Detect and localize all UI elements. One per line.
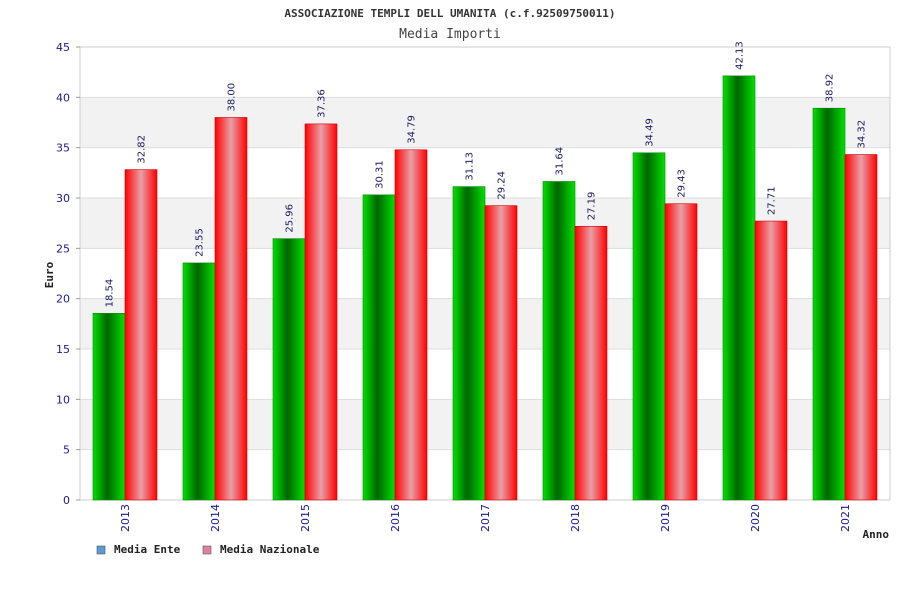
value-label: 25.96 bbox=[285, 204, 296, 233]
bar-media-nazionale-2016 bbox=[394, 149, 428, 501]
x-axis-ticks: 2013 2014 2015 2016 2017 2018 2019 2020 2021 bbox=[119, 504, 852, 532]
y-tick-label: 10 bbox=[56, 393, 70, 406]
value-label: 31.13 bbox=[465, 152, 476, 181]
bar-media-nazionale-2017 bbox=[484, 205, 518, 501]
bar-media-nazionale-2018 bbox=[574, 225, 608, 501]
bars bbox=[92, 75, 878, 501]
y-tick-label: 5 bbox=[63, 444, 70, 457]
value-label: 34.79 bbox=[407, 115, 418, 144]
bar-media-ente-2015 bbox=[272, 238, 306, 501]
y-tick-label: 35 bbox=[56, 142, 70, 155]
value-label: 29.43 bbox=[677, 169, 688, 198]
x-tick-label: 2015 bbox=[299, 504, 312, 532]
bar-media-ente-2014 bbox=[182, 262, 216, 501]
y-tick-label: 20 bbox=[56, 293, 70, 306]
value-label: 34.49 bbox=[645, 118, 656, 147]
bar-media-nazionale-2020 bbox=[754, 220, 788, 501]
legend-label: Media Nazionale bbox=[220, 543, 320, 556]
bar-media-ente-2019 bbox=[632, 152, 666, 501]
value-label: 38.92 bbox=[825, 74, 836, 103]
x-tick-label: 2017 bbox=[479, 504, 492, 532]
legend-label: Media Ente bbox=[114, 543, 181, 556]
legend-swatch bbox=[96, 545, 106, 555]
value-label: 27.71 bbox=[767, 186, 778, 215]
bar-media-ente-2016 bbox=[362, 194, 396, 501]
y-tick-label: 40 bbox=[56, 91, 70, 104]
value-label: 27.19 bbox=[587, 192, 598, 221]
y-axis-ticks: 0 5 10 15 20 25 30 35 40 45 bbox=[56, 41, 80, 507]
bar-media-ente-2020 bbox=[722, 75, 756, 501]
bar-media-nazionale-2015 bbox=[304, 123, 338, 501]
value-label: 18.54 bbox=[105, 279, 116, 308]
chart-subtitle: Media Importi bbox=[399, 27, 501, 42]
bar-media-nazionale-2019 bbox=[664, 203, 698, 501]
grid-band bbox=[80, 47, 890, 98]
value-label: 29.24 bbox=[497, 171, 508, 200]
y-tick-label: 45 bbox=[56, 41, 70, 54]
grid-band bbox=[80, 97, 890, 148]
bar-media-nazionale-2014 bbox=[214, 117, 248, 501]
y-tick-label: 15 bbox=[56, 343, 70, 356]
x-tick-label: 2018 bbox=[569, 504, 582, 532]
value-labels: 18.54 32.82 23.55 38.00 25.96 37.36 30.31 34.79… bbox=[105, 41, 868, 307]
x-tick-label: 2016 bbox=[389, 504, 402, 532]
x-axis-label: Anno bbox=[863, 528, 890, 541]
chart-title: ASSOCIAZIONE TEMPLI DELL UMANITA (c.f.92… bbox=[284, 7, 615, 20]
legend: Media Ente Media Nazionale bbox=[96, 543, 320, 556]
x-tick-label: 2014 bbox=[209, 504, 222, 532]
y-tick-label: 0 bbox=[63, 494, 70, 507]
value-label: 30.31 bbox=[375, 160, 386, 189]
value-label: 42.13 bbox=[735, 41, 746, 70]
bar-media-ente-2017 bbox=[452, 186, 486, 501]
y-tick-label: 25 bbox=[56, 242, 70, 255]
x-tick-label: 2019 bbox=[659, 504, 672, 532]
bar-media-ente-2013 bbox=[92, 313, 126, 501]
value-label: 32.82 bbox=[137, 135, 148, 164]
x-tick-label: 2013 bbox=[119, 504, 132, 532]
value-label: 23.55 bbox=[195, 228, 206, 257]
value-label: 34.32 bbox=[857, 120, 868, 149]
legend-swatch bbox=[202, 545, 212, 555]
y-tick-label: 30 bbox=[56, 192, 70, 205]
value-label: 37.36 bbox=[317, 89, 328, 118]
x-tick-label: 2020 bbox=[749, 504, 762, 532]
bar-media-ente-2018 bbox=[542, 181, 576, 501]
bar-media-nazionale-2013 bbox=[124, 169, 158, 501]
value-label: 38.00 bbox=[227, 83, 238, 112]
y-axis-label: Euro bbox=[43, 261, 56, 288]
bar-media-nazionale-2021 bbox=[844, 154, 878, 501]
value-label: 31.64 bbox=[555, 147, 566, 176]
bar-media-ente-2021 bbox=[812, 107, 846, 501]
x-tick-label: 2021 bbox=[839, 504, 852, 532]
